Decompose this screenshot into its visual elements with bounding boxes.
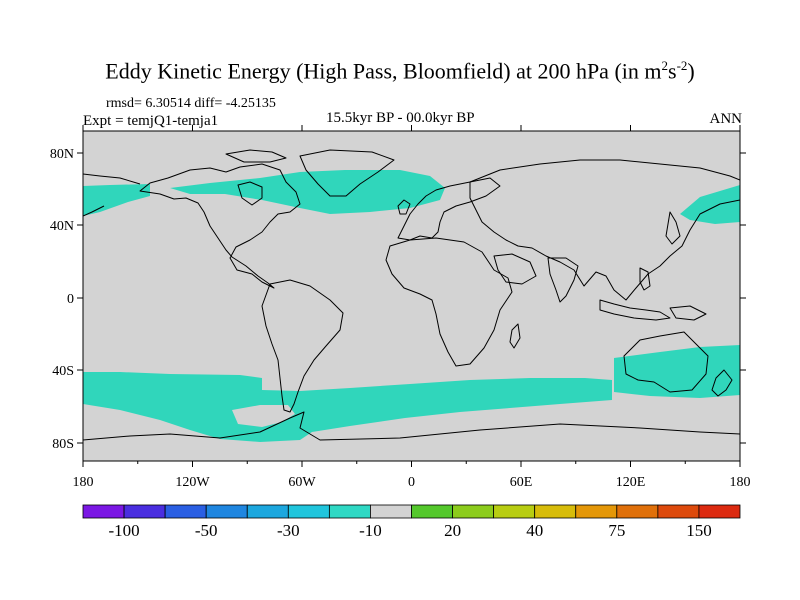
anomaly-region-north-pacific-east [680, 185, 740, 224]
lon-tick-label: 0 [408, 475, 415, 490]
lon-tick-label: 120E [616, 475, 646, 490]
colorbar-swatch [657, 504, 700, 519]
lat-tick-label: 0 [67, 292, 74, 307]
colorbar-swatch [287, 504, 330, 519]
lat-tick-label: 40S [52, 364, 74, 379]
stats-text: rmsd= 6.30514 diff= -4.25135 [106, 96, 276, 111]
colorbar-swatch [82, 504, 125, 519]
period-label: 15.5kyr BP - 00.0kyr BP [326, 110, 475, 126]
colorbar-label: 75 [608, 521, 625, 540]
anomaly-region-southern-ocean [83, 372, 612, 442]
longitude-labels: 180 120W 60W 0 60E 120E 180 [73, 475, 751, 490]
colorbar-labels: -100 -50 -30 -10 20 40 75 150 [108, 521, 711, 540]
latitude-labels: 80N 40N 0 40S 80S [50, 147, 74, 452]
colorbar-label: -10 [359, 521, 382, 540]
lon-tick-label: 120W [175, 475, 210, 490]
anomaly-region-north-atlantic [170, 170, 445, 214]
colorbar-swatch [328, 504, 371, 519]
anomaly-shading [83, 170, 740, 442]
colorbar-label: -100 [108, 521, 139, 540]
colorbar-label: -30 [277, 521, 300, 540]
experiment-label: Expt = temjQ1-temja1 [83, 113, 219, 129]
season-label: ANN [709, 111, 743, 127]
colorbar-swatch [164, 504, 207, 519]
colorbar-swatch [534, 504, 577, 519]
colorbar-swatch [616, 504, 659, 519]
colorbar-swatch [370, 504, 412, 519]
lon-tick-label: 60W [288, 475, 316, 490]
lat-tick-label: 40N [50, 219, 74, 234]
colorbar-label: 150 [686, 521, 712, 540]
colorbar-swatch [205, 504, 248, 519]
lat-tick-label: 80S [52, 437, 74, 452]
plot-title: Eddy Kinetic Energy (High Pass, Bloomfie… [105, 58, 695, 84]
lat-tick-label: 80N [50, 147, 74, 162]
colorbar-swatch [493, 504, 536, 519]
colorbar-swatch [575, 504, 618, 519]
colorbar-swatch [411, 504, 453, 519]
lon-tick-label: 60E [510, 475, 533, 490]
neutral-patch-amundsen-sea [232, 405, 295, 427]
colorbar-swatch [246, 504, 289, 519]
colorbar-swatch [698, 504, 741, 519]
lon-tick-label: 180 [730, 475, 751, 490]
colorbar-label: 40 [526, 521, 543, 540]
colorbar [82, 504, 741, 519]
lon-tick-label: 180 [73, 475, 94, 490]
coastlines [83, 149, 740, 441]
colorbar-label: 20 [444, 521, 461, 540]
anomaly-region-south-indian-ocean [614, 345, 740, 398]
axis-ticks [77, 125, 746, 467]
colorbar-swatch [123, 504, 166, 519]
colorbar-swatch [452, 504, 495, 519]
colorbar-label: -50 [195, 521, 218, 540]
